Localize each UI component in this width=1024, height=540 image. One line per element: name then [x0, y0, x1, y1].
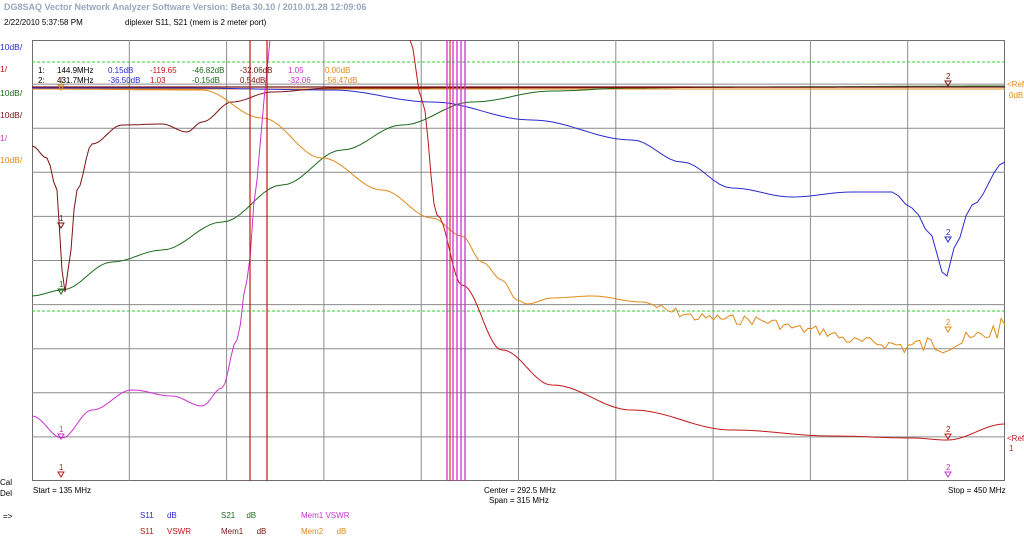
trace-mem2-db — [32, 88, 1005, 354]
scale-s21-db: 10dB/ — [0, 88, 23, 98]
marker2-mem2db: -56.47dB — [325, 76, 358, 85]
marker2-mem1vswr: -32.06 — [288, 76, 311, 85]
scale-mem2-db: 10dB/ — [0, 155, 23, 165]
legend-unit: VSWR — [166, 527, 191, 536]
marker2-s11db: -36.50dB — [108, 76, 141, 85]
legend-arrow: => — [3, 512, 13, 521]
legend-name: Mem2 — [301, 527, 324, 536]
marker-number-label: 1 — [59, 280, 64, 289]
app-title: DG8SAQ Vector Network Analyzer Software … — [4, 2, 367, 12]
scale-s11-vswr: 1/ — [0, 64, 8, 74]
legend-s11-db[interactable]: S11 dB — [140, 511, 177, 520]
marker2-label: 2: — [38, 76, 45, 85]
center-frequency: Center = 292.5 MHz — [484, 486, 556, 495]
legend-mem1-vswr[interactable]: Mem1 VSWR — [301, 511, 349, 520]
marker2-freq: 431.7MHz — [57, 76, 94, 85]
marker-triangle — [57, 433, 65, 440]
legend-unit: dB — [166, 511, 177, 520]
legend-s21-db[interactable]: S21 dB — [221, 511, 256, 520]
legend-name: Mem1 — [301, 511, 324, 520]
marker-number-label: 1 — [59, 463, 64, 472]
legend-unit: dB — [246, 511, 257, 520]
timestamp: 2/22/2010 5:37:58 PM — [4, 18, 83, 27]
trace-s11-vswr — [409, 40, 1005, 441]
marker-triangle — [944, 433, 952, 440]
marker-number-label: 2 — [946, 463, 951, 472]
marker-triangle — [57, 288, 65, 295]
del-label: Del — [0, 489, 13, 498]
marker1-mem2db: 0.00dB — [325, 66, 351, 75]
legend-mem1-db[interactable]: Mem1 dB — [221, 527, 266, 536]
marker2-s11vswr: 1.03 — [150, 76, 166, 85]
legend-unit: dB — [256, 527, 267, 536]
marker-triangle — [944, 326, 952, 333]
measurement-title: diplexer S11, S21 (mem is 2 meter port) — [125, 18, 267, 27]
marker-triangle — [944, 471, 952, 478]
marker-number-label: 1 — [59, 214, 64, 223]
marker2-s21db: -0.15dB — [192, 76, 221, 85]
marker-triangle — [944, 236, 952, 243]
ref-marker-bottom: <Ref — [1007, 434, 1024, 443]
legend-name: S21 — [221, 511, 236, 520]
marker-triangle — [57, 471, 65, 478]
legend-name: S11 — [140, 511, 154, 520]
scale-mem1-vswr: 1/ — [0, 133, 8, 143]
grid — [32, 40, 1005, 481]
vna-plot[interactable]: 1 1 1 1 1 2 2 2 2 2 — [32, 40, 1005, 481]
trace-s11-db — [32, 87, 1005, 277]
legend-mem2-db[interactable]: Mem2 dB — [301, 527, 346, 536]
ref-one-label: 1 — [1009, 444, 1014, 453]
marker-number-label: 1 — [59, 425, 64, 434]
stop-frequency: Stop = 450 MHz — [948, 486, 1006, 495]
marker1-freq: 144.9MHz — [57, 66, 94, 75]
zero-db-label: 0dB — [1009, 91, 1024, 100]
marker-triangle — [57, 222, 65, 229]
marker-number-label: 2 — [946, 318, 951, 327]
legend-s11-vswr[interactable]: S11 VSWR — [140, 527, 191, 536]
cal-label: Cal — [0, 478, 13, 487]
trace-mem1-db — [32, 86, 1005, 293]
marker1-mem1db: -32.06dB — [240, 66, 273, 75]
marker1-label: 1: — [38, 66, 45, 75]
marker2-mem1db: 0.54dB — [240, 76, 266, 85]
scale-mem1-db: 10dB/ — [0, 110, 23, 120]
span-frequency: Span = 315 MHz — [489, 496, 549, 505]
marker1-s21db: -46.82dB — [192, 66, 225, 75]
marker1-s11vswr: -119.65 — [150, 66, 177, 75]
legend-name: S11 — [140, 527, 154, 536]
marker-number-label: 2 — [946, 228, 951, 237]
start-frequency: Start = 135 MHz — [33, 486, 92, 495]
marker-number-label: 1 — [59, 76, 64, 85]
marker-number-label: 2 — [946, 72, 951, 81]
legend-unit: dB — [336, 527, 347, 536]
ref-marker-top: <Ref — [1007, 80, 1024, 89]
legend-unit: VSWR — [325, 511, 350, 520]
marker-number-label: 2 — [946, 425, 951, 434]
marker-triangle — [944, 80, 952, 87]
scale-s11-db: 10dB/ — [0, 42, 23, 52]
legend-name: Mem1 — [221, 527, 244, 536]
marker1-s11db: 0.15dB — [108, 66, 134, 75]
trace-mem1-vswr — [32, 40, 271, 439]
marker-triangle — [57, 84, 65, 91]
marker1-mem1vswr: 1.05 — [288, 66, 304, 75]
